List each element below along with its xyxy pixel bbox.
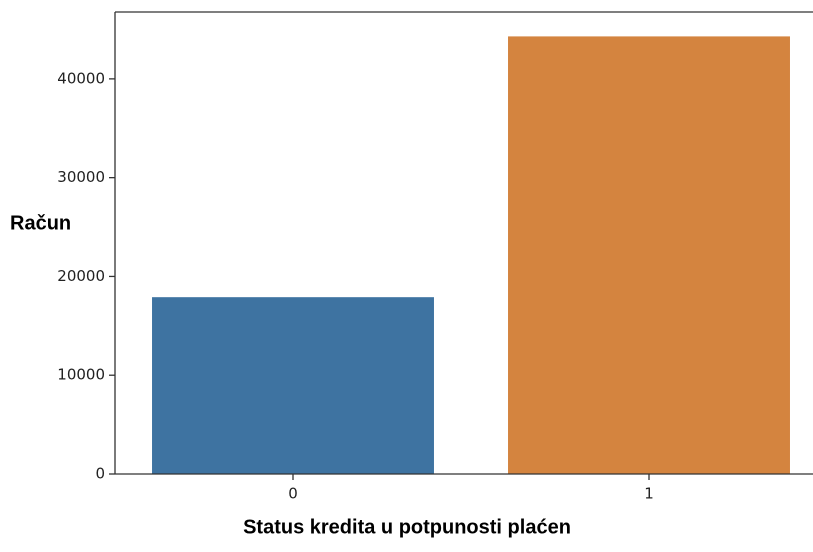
y-tick-label: 40000	[57, 69, 105, 87]
y-tick-label: 30000	[57, 168, 105, 186]
y-tick-label: 0	[95, 465, 105, 483]
y-axis-label: Račun	[10, 212, 71, 234]
x-axis-label: Status kredita u potpunosti plaćen	[243, 516, 571, 538]
x-tick-label: 1	[644, 485, 654, 503]
bar	[508, 36, 790, 474]
x-tick-label: 0	[288, 485, 298, 503]
bar	[152, 297, 434, 474]
y-tick-label: 20000	[57, 267, 105, 285]
y-tick-label: 10000	[57, 366, 105, 384]
